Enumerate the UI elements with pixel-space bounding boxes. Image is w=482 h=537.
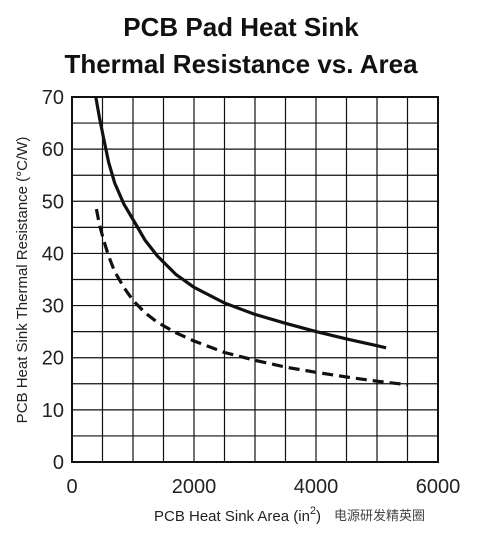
chart-subtitle: Thermal Resistance vs. Area <box>64 49 418 79</box>
y-tick-label: 40 <box>42 243 64 265</box>
x-tick-label: 6000 <box>416 476 461 498</box>
series-line-solid <box>94 96 387 350</box>
y-tick-labels: 0 10 20 30 40 50 60 70 <box>42 87 64 474</box>
y-tick-label: 20 <box>42 348 64 370</box>
x-tick-labels: 0 2000 4000 6000 <box>66 476 460 498</box>
x-axis-label-close: ) <box>316 508 321 525</box>
y-tick-label: 30 <box>42 296 64 318</box>
x-axis-label: PCB Heat Sink Area (in2) <box>154 505 321 525</box>
x-tick-label: 2000 <box>172 476 217 498</box>
y-tick-label: 70 <box>42 87 64 109</box>
chart-title: PCB Pad Heat Sink <box>123 12 359 42</box>
x-axis-label-exponent: 2 <box>310 505 316 517</box>
y-tick-label: 10 <box>42 400 64 422</box>
y-tick-label: 0 <box>53 452 64 474</box>
plot-frame <box>71 96 439 463</box>
grid-lines <box>72 97 438 462</box>
x-tick-label: 0 <box>66 476 77 498</box>
series-line-dashed <box>94 208 408 387</box>
watermark: 电源研发精英圈 <box>330 504 430 525</box>
y-axis-label: PCB Heat Sink Thermal Resistance (°C/W) <box>14 137 31 424</box>
y-tick-label: 50 <box>42 191 64 213</box>
x-axis-label-unit: in <box>298 508 310 525</box>
y-tick-label: 60 <box>42 139 64 161</box>
x-axis-label-text: PCB Heat Sink Area ( <box>154 508 298 525</box>
series-lines <box>94 96 408 387</box>
x-tick-label: 4000 <box>294 476 339 498</box>
